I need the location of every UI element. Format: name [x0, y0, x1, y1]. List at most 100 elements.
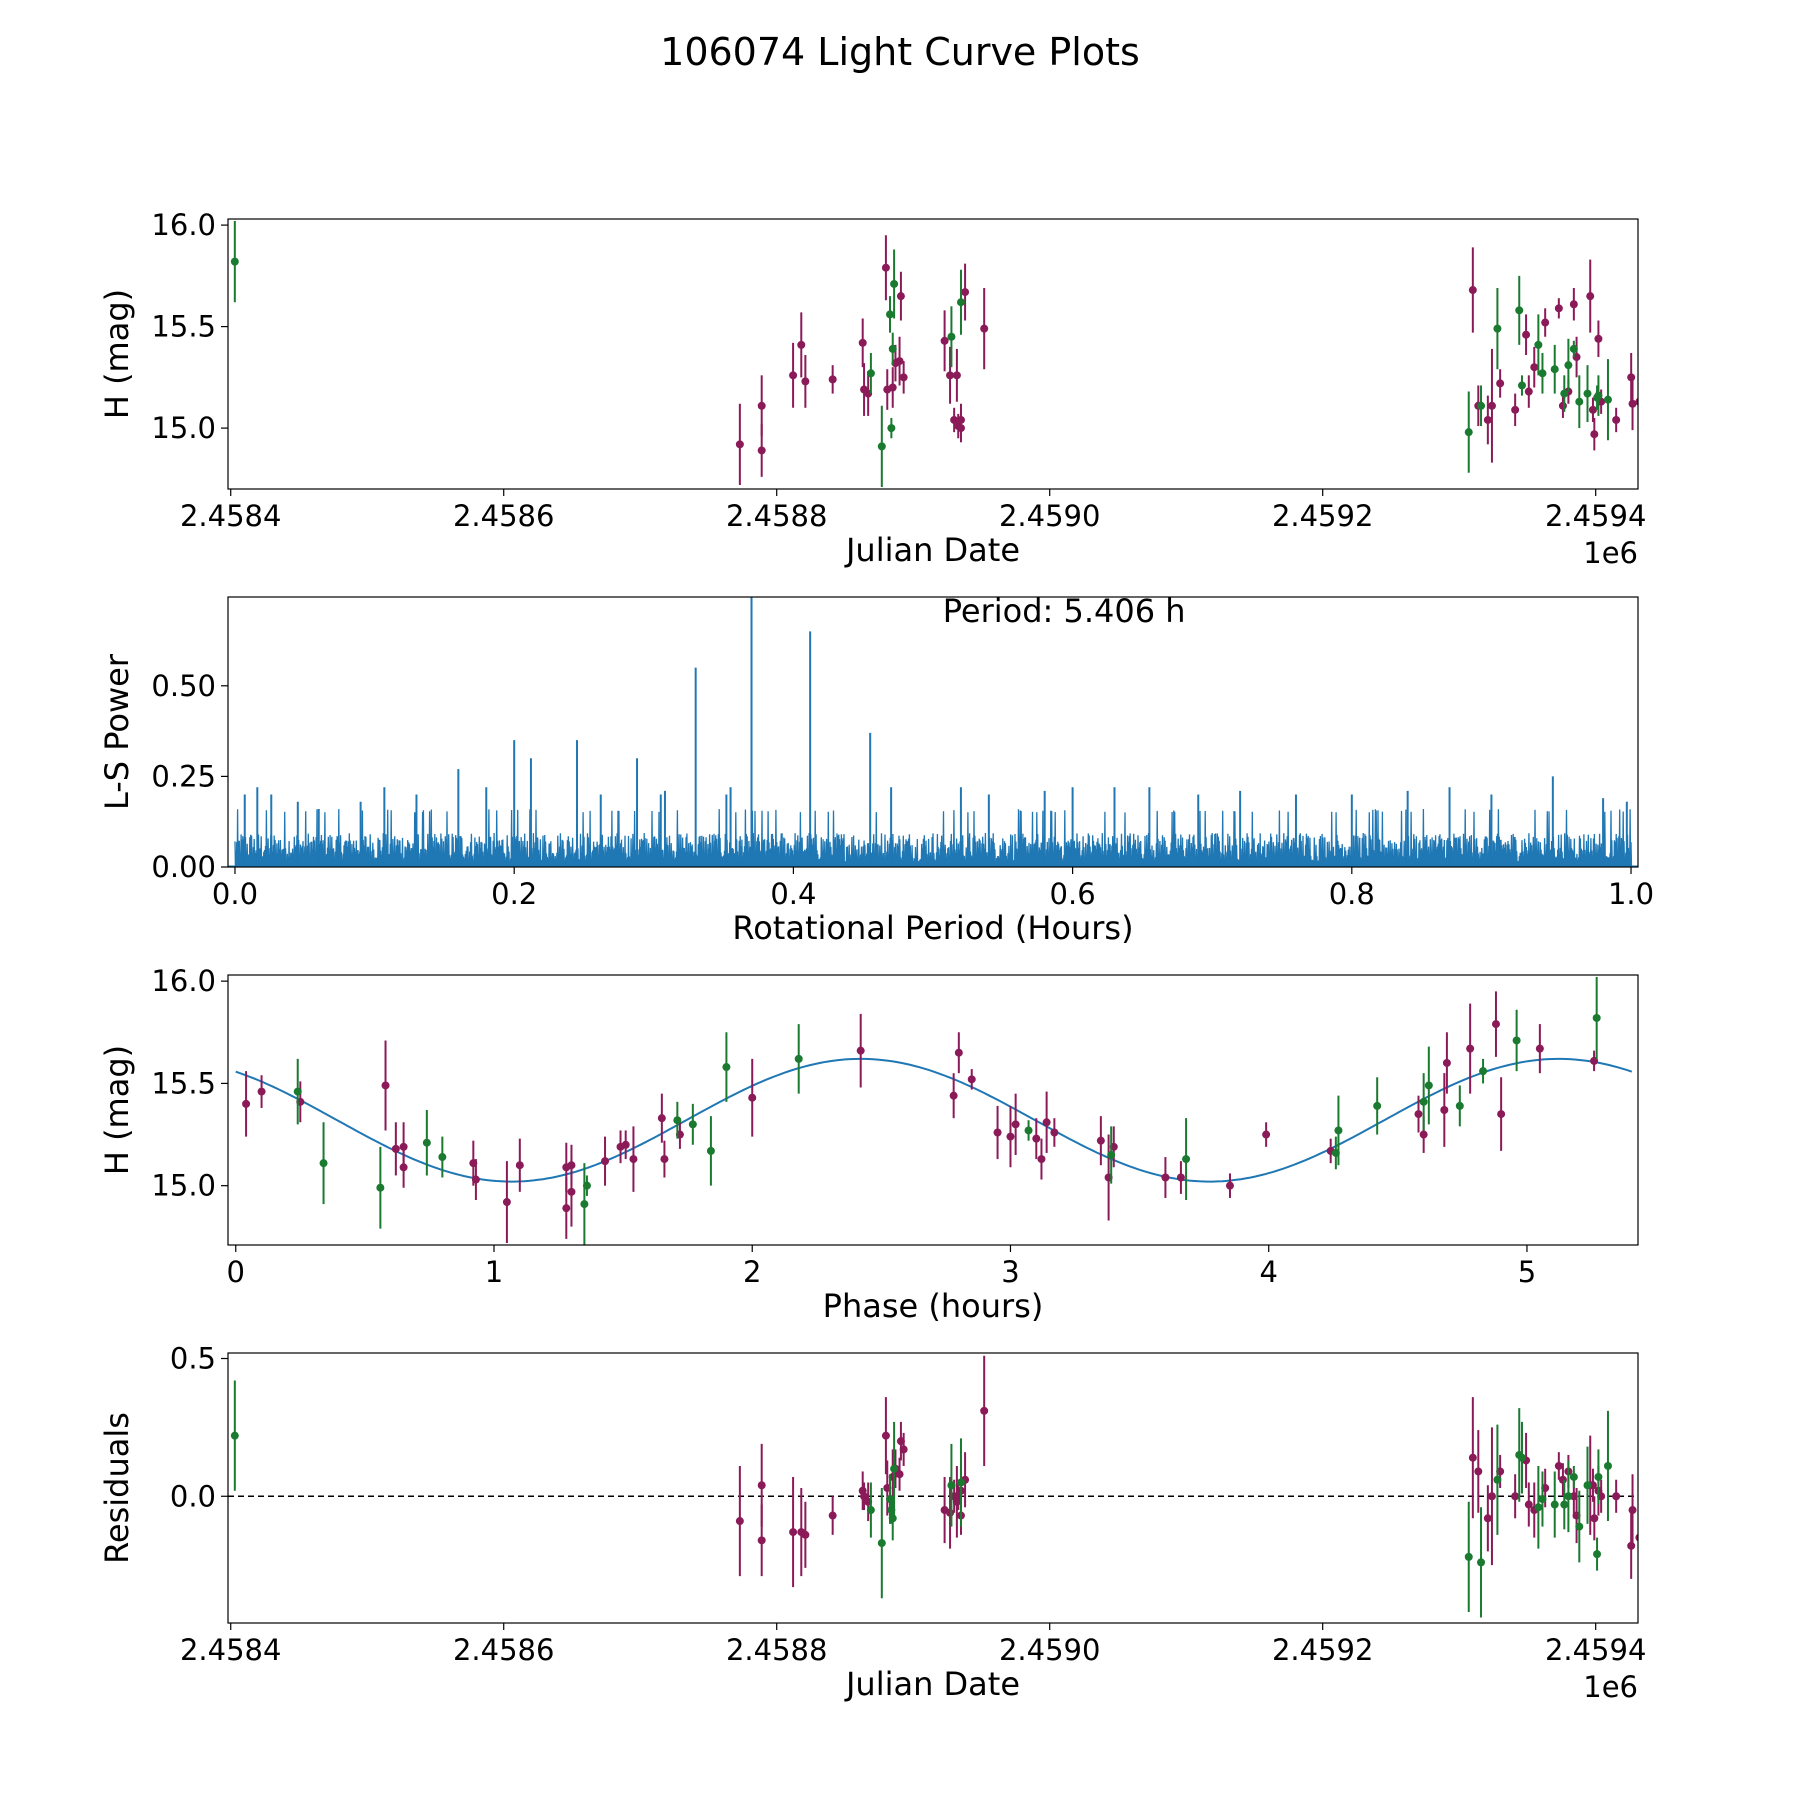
data-point	[1419, 1097, 1428, 1106]
data-point	[1050, 1128, 1059, 1137]
data-point	[946, 1508, 955, 1517]
data-point	[748, 1093, 757, 1102]
data-point	[881, 263, 890, 272]
data-point	[1538, 1495, 1547, 1504]
data-point	[1466, 1044, 1475, 1053]
data-point	[1554, 1461, 1563, 1470]
data-point	[1538, 369, 1547, 378]
axes-frame	[227, 1352, 1639, 1624]
data-point	[399, 1163, 408, 1172]
data-point	[946, 371, 955, 380]
periodogram-line	[234, 808, 1633, 867]
data-point	[1590, 430, 1599, 439]
y-tick-label: 16.0	[151, 964, 216, 998]
x-axis-label: Phase (hours)	[823, 1287, 1044, 1325]
data-point	[1569, 1472, 1578, 1481]
data-point	[888, 344, 897, 353]
data-point	[1414, 1110, 1423, 1119]
data-point	[1487, 401, 1496, 410]
data-point	[993, 1128, 1002, 1137]
data-point	[257, 1087, 266, 1096]
data-point	[1511, 1492, 1520, 1501]
data-point	[502, 1198, 511, 1207]
data-point	[1176, 1173, 1185, 1182]
data-point	[890, 279, 899, 288]
data-point	[940, 336, 949, 345]
data-point	[1594, 391, 1603, 400]
data-point	[980, 324, 989, 333]
data-point	[1487, 1492, 1496, 1501]
data-point	[376, 1183, 385, 1192]
data-point	[1477, 1558, 1486, 1567]
y-tick-label: 0.5	[170, 1342, 216, 1376]
y-axis-label: Residuals	[98, 1412, 136, 1564]
y-tick-label: 0.0	[170, 1479, 216, 1513]
data-point	[1524, 1500, 1533, 1509]
data-point	[1477, 401, 1486, 410]
data-point	[1262, 1130, 1271, 1139]
period-annotation: Period: 5.406 h	[943, 592, 1186, 630]
data-point	[1424, 1081, 1433, 1090]
data-point	[866, 1506, 875, 1515]
data-point	[1560, 1500, 1569, 1509]
y-axis-label: L-S Power	[98, 653, 136, 810]
data-point	[886, 310, 895, 319]
x-tick-label: 2.4586	[453, 1633, 554, 1667]
data-point	[801, 377, 810, 386]
data-point	[515, 1161, 524, 1170]
data-point	[947, 332, 956, 341]
data-point	[856, 1046, 865, 1055]
data-point	[438, 1153, 447, 1162]
x-tick-label: 0.2	[491, 877, 537, 911]
data-point	[735, 440, 744, 449]
x-tick-label: 2.4590	[999, 499, 1100, 533]
x-tick-label: 0.0	[212, 877, 258, 911]
figure-title: 106074 Light Curve Plots	[660, 30, 1140, 74]
data-point	[757, 446, 766, 455]
data-point	[1558, 1475, 1567, 1484]
data-point	[422, 1138, 431, 1147]
model-fit-curve	[235, 1057, 1633, 1183]
data-point	[735, 1517, 744, 1526]
x-tick-label: 5	[1518, 1255, 1536, 1289]
data-point	[1440, 1106, 1449, 1114]
data-point	[1534, 340, 1543, 349]
data-point	[1032, 1134, 1041, 1143]
data-point	[1511, 405, 1520, 414]
data-point	[1586, 292, 1595, 301]
y-tick-label: 15.5	[151, 310, 216, 344]
y-tick-label: 16.0	[151, 208, 216, 242]
data-point	[1464, 1552, 1473, 1561]
y-axis-label: H (mag)	[98, 289, 136, 419]
y-tick-label: 15.0	[151, 411, 216, 445]
y-tick-label: 0.25	[151, 759, 216, 793]
data-point	[1593, 1550, 1602, 1559]
y-tick-label: 15.0	[151, 1169, 216, 1203]
data-point	[1512, 1036, 1521, 1045]
data-point	[757, 401, 766, 410]
data-point	[1474, 1467, 1483, 1476]
data-point	[1468, 1453, 1477, 1462]
data-point	[688, 1120, 697, 1129]
data-point	[562, 1204, 571, 1213]
data-point	[1442, 1058, 1451, 1067]
data-point	[673, 1116, 682, 1125]
data-point	[391, 1144, 400, 1153]
data-point	[1612, 415, 1621, 424]
data-point	[888, 1514, 897, 1523]
data-point	[881, 1431, 890, 1440]
data-point	[1107, 1151, 1116, 1159]
data-point	[899, 1445, 908, 1454]
data-point	[895, 1470, 904, 1479]
data-point	[950, 415, 959, 424]
data-point	[956, 1478, 965, 1487]
light-curve-panel: 2.4584 2.4586 2.4588 2.4590 2.4592 2.4594 15.0…	[98, 208, 1646, 570]
data-point	[877, 442, 886, 451]
data-point	[471, 1175, 480, 1184]
x-tick-label: 4	[1259, 1255, 1277, 1289]
x-tick-label: 1	[485, 1255, 503, 1289]
data-point	[1594, 334, 1603, 343]
data-point	[1603, 1461, 1612, 1470]
data-point	[1564, 1492, 1573, 1501]
